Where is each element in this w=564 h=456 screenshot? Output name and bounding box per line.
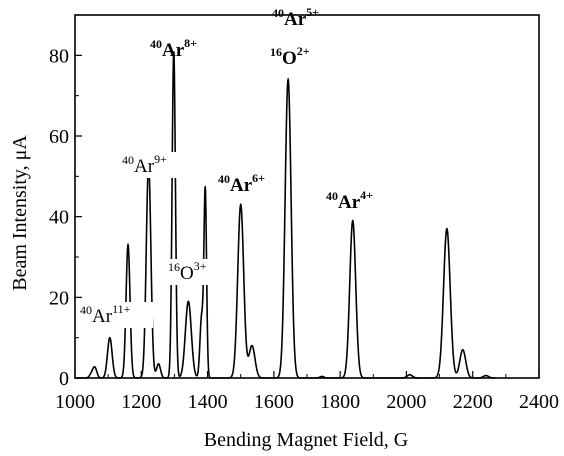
annotation-background (78, 302, 153, 328)
x-tick-label: 1800 (320, 391, 360, 413)
x-tick-label: 2400 (519, 391, 559, 413)
ion-label-ar8: 40Ar8+ (150, 36, 197, 61)
ion-label-o2: 16O2+ (270, 44, 310, 69)
y-tick-label: 60 (49, 126, 69, 148)
x-tick-label: 1000 (55, 391, 95, 413)
x-tick-label: 2200 (453, 391, 493, 413)
peak-annotations: 40Ar11+ 40Ar9+ 40Ar8+ 16O3+ 40Ar6+ 40Ar5+ 16O2… (78, 5, 373, 328)
ion-label-ar11: 40Ar11+ (80, 302, 131, 327)
x-tick-label: 1400 (188, 391, 228, 413)
x-tick-label: 1600 (254, 391, 294, 413)
y-tick-label: 0 (59, 368, 69, 390)
beam-intensity-line (75, 51, 496, 379)
ion-label-ar6: 40Ar6+ (218, 171, 265, 196)
annotation-background (120, 152, 188, 178)
ion-label-ar9: 40Ar9+ (122, 152, 167, 177)
ion-label-ar5: 40Ar5+ (272, 5, 319, 30)
axis-ticks (74, 54, 540, 379)
tick-labels: 1000 1200 1400 1600 1800 2000 2200 2400 0 20 40 60 8… (49, 45, 559, 413)
annotation-background (166, 259, 219, 285)
y-tick-label: 40 (49, 207, 69, 229)
y-axis-label: Beam Intensity, μA (9, 135, 31, 291)
x-axis-label: Bending Magnet Field, G (204, 429, 408, 451)
x-tick-label: 1200 (121, 391, 161, 413)
ion-label-ar4: 40Ar4+ (326, 188, 373, 213)
x-tick-label: 2000 (386, 391, 426, 413)
y-tick-label: 20 (49, 287, 69, 309)
ion-label-o3: 16O3+ (168, 259, 207, 284)
y-tick-label: 80 (49, 45, 69, 67)
